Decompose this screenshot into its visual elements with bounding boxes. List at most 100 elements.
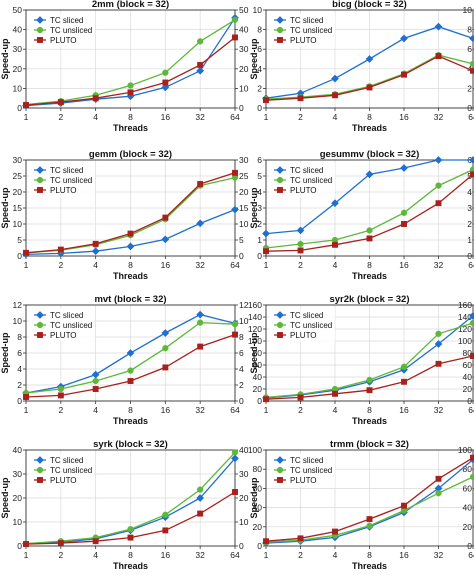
- y-tick-label: 140: [248, 312, 262, 322]
- data-point: [127, 230, 134, 237]
- data-point: [36, 311, 44, 319]
- x-tick-label: 4: [333, 260, 338, 270]
- legend-label: TC sliced: [50, 456, 83, 465]
- y-axis-label: Speed-up: [0, 332, 10, 374]
- data-point: [92, 538, 99, 545]
- right-y-tick-label: 20: [463, 522, 473, 532]
- legend-label: TC sliced: [50, 166, 83, 175]
- y-tick-label: 2: [257, 219, 262, 229]
- y-tick-label: 20: [13, 493, 23, 503]
- right-y-tick-label: 20: [239, 64, 249, 74]
- legend-label: TC unsliced: [50, 321, 92, 330]
- y-axis-label: Speed-up: [0, 38, 10, 80]
- data-point: [469, 473, 474, 481]
- right-y-tick-label: 2: [467, 219, 472, 229]
- x-tick-label: 16: [161, 550, 171, 560]
- y-tick-label: 4: [17, 364, 22, 374]
- x-tick-label: 2: [58, 405, 63, 415]
- y-tick-label: 10: [13, 219, 23, 229]
- x-tick-label: 2: [298, 112, 303, 122]
- legend-label: TC sliced: [50, 16, 83, 25]
- data-point: [332, 92, 338, 99]
- data-point: [297, 535, 304, 542]
- data-point: [36, 321, 44, 329]
- data-point: [231, 454, 239, 463]
- x-tick-label: 1: [24, 260, 29, 270]
- data-point: [366, 516, 373, 523]
- x-axis-label: Threads: [113, 561, 148, 571]
- data-point: [23, 249, 29, 256]
- data-point: [36, 166, 44, 174]
- data-point: [91, 247, 100, 256]
- x-tick-label: 64: [468, 405, 474, 415]
- data-point: [197, 510, 204, 517]
- y-tick-label: 160: [248, 300, 262, 310]
- y-tick-label: 30: [13, 469, 23, 479]
- data-point: [197, 61, 204, 68]
- y-tick-label: 20: [13, 64, 23, 74]
- data-point: [162, 345, 169, 352]
- right-y-tick-label: 40: [463, 372, 473, 382]
- series-1: [22, 319, 239, 397]
- x-tick-label: 32: [434, 260, 444, 270]
- right-y-tick-label: 0: [467, 396, 472, 406]
- y-tick-label: 25: [13, 171, 23, 181]
- legend-label: PLUTO: [50, 36, 77, 45]
- y-tick-label: 60: [253, 483, 263, 493]
- series-2: [263, 353, 474, 403]
- right-y-tick-label: 5: [239, 235, 244, 245]
- legend-label: TC sliced: [290, 311, 323, 320]
- data-point: [469, 60, 474, 68]
- chart-panel-1: 024681002468101248163264bicg (block = 32…: [249, 0, 474, 133]
- y-tick-label: 15: [13, 203, 23, 213]
- data-point: [197, 319, 204, 326]
- x-tick-label: 64: [230, 112, 240, 122]
- data-point: [400, 363, 408, 370]
- series-2: [23, 169, 238, 256]
- x-tick-label: 2: [58, 260, 63, 270]
- data-point: [297, 240, 304, 248]
- right-y-tick-label: 10: [239, 517, 249, 527]
- chart-title: mvt (block = 32): [94, 294, 166, 305]
- right-y-tick-label: 20: [239, 187, 249, 197]
- y-tick-label: 30: [13, 44, 23, 54]
- legend-label: TC sliced: [290, 456, 323, 465]
- x-tick-label: 32: [434, 550, 444, 560]
- data-point: [366, 235, 373, 242]
- legend-label: PLUTO: [50, 476, 77, 485]
- right-y-tick-label: 0: [467, 103, 472, 113]
- right-y-tick-label: 120: [458, 324, 472, 334]
- right-y-tick-label: 5: [467, 171, 472, 181]
- right-y-tick-label: 8: [467, 25, 472, 35]
- x-tick-label: 1: [264, 260, 269, 270]
- y-tick-label: 30: [13, 155, 23, 165]
- data-point: [127, 378, 134, 384]
- y-tick-label: 60: [253, 360, 263, 370]
- data-point: [37, 37, 43, 43]
- y-tick-label: 80: [253, 348, 263, 358]
- data-point: [36, 176, 44, 184]
- data-point: [276, 166, 284, 174]
- x-tick-label: 64: [468, 260, 474, 270]
- x-tick-label: 64: [468, 112, 474, 122]
- x-tick-label: 8: [367, 260, 372, 270]
- data-point: [277, 187, 283, 193]
- x-tick-label: 64: [230, 405, 240, 415]
- x-tick-label: 16: [161, 112, 171, 122]
- x-tick-label: 1: [264, 550, 269, 560]
- data-point: [435, 330, 442, 337]
- right-y-tick-label: 60: [463, 360, 473, 370]
- right-y-tick-label: 30: [239, 155, 249, 165]
- right-y-tick-label: 0: [467, 541, 472, 551]
- data-point: [197, 486, 204, 493]
- data-point: [127, 82, 134, 89]
- data-point: [161, 83, 170, 92]
- x-tick-label: 8: [128, 405, 133, 415]
- data-point: [162, 69, 169, 76]
- data-point: [197, 38, 204, 45]
- right-y-tick-label: 20: [463, 384, 473, 394]
- legend-label: PLUTO: [290, 186, 317, 195]
- data-point: [470, 67, 474, 74]
- right-y-tick-label: 15: [239, 203, 249, 213]
